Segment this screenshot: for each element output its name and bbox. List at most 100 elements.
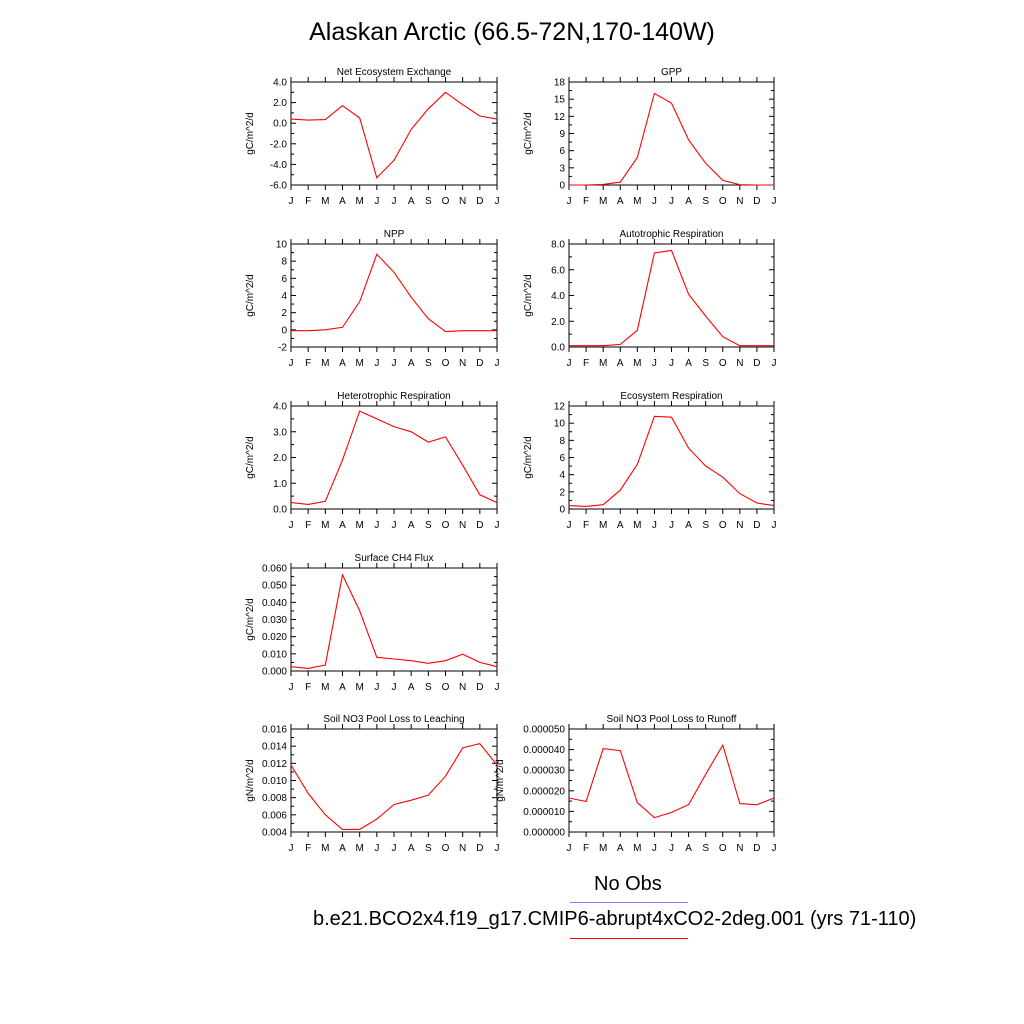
x-tick-label: A bbox=[339, 520, 346, 531]
x-tick-label: M bbox=[355, 358, 363, 369]
chart-panel: Soil NO3 Pool Loss to Leaching gN/m^2/d 0.… bbox=[245, 714, 500, 854]
y-tick-label: 4.0 bbox=[273, 402, 287, 413]
chart-panel: Heterotrophic Respiration gC/m^2/d 4.0 3.0 2… bbox=[245, 391, 500, 531]
x-tick-label: M bbox=[633, 843, 641, 854]
x-tick-label: J bbox=[652, 358, 657, 369]
chart-panel: Surface CH4 Flux gC/m^2/d 0.060 0.050 0.040 0… bbox=[245, 553, 500, 693]
y-tick-label: 2.0 bbox=[551, 317, 565, 328]
y-axis-label: gC/m^2/d bbox=[523, 274, 534, 317]
x-tick-label: A bbox=[339, 196, 346, 207]
x-tick-label: D bbox=[753, 358, 760, 369]
x-tick-label: J bbox=[772, 358, 777, 369]
panel-title: NPP bbox=[384, 229, 405, 240]
x-tick-label: J bbox=[495, 843, 500, 854]
x-tick-label: A bbox=[408, 520, 415, 531]
y-tick-label: 0.004 bbox=[262, 828, 287, 839]
panel-title: GPP bbox=[661, 67, 682, 78]
x-tick-label: S bbox=[425, 843, 432, 854]
x-tick-label: J bbox=[669, 520, 674, 531]
y-tick-label: 9 bbox=[559, 129, 565, 140]
x-tick-label: J bbox=[392, 843, 397, 854]
x-tick-label: N bbox=[736, 358, 743, 369]
x-tick-label: S bbox=[425, 682, 432, 693]
y-tick-label: 0.0 bbox=[273, 119, 287, 130]
y-tick-label: -4.0 bbox=[270, 160, 288, 171]
x-tick-label: J bbox=[772, 843, 777, 854]
x-tick-label: M bbox=[321, 358, 329, 369]
panel-title: Ecosystem Respiration bbox=[620, 391, 722, 402]
x-tick-label: M bbox=[599, 843, 607, 854]
y-tick-label: 1.0 bbox=[273, 479, 287, 490]
x-tick-label: A bbox=[685, 843, 692, 854]
y-tick-label: 0.050 bbox=[262, 581, 287, 592]
y-tick-label: 0.010 bbox=[262, 776, 287, 787]
x-tick-label: J bbox=[495, 520, 500, 531]
x-tick-label: A bbox=[685, 520, 692, 531]
x-tick-label: J bbox=[374, 358, 379, 369]
y-tick-label: 0.000020 bbox=[523, 786, 565, 797]
x-tick-label: A bbox=[408, 682, 415, 693]
data-line bbox=[290, 573, 498, 669]
x-tick-label: A bbox=[617, 843, 624, 854]
x-tick-label: A bbox=[617, 520, 624, 531]
y-tick-label: 2.0 bbox=[273, 453, 287, 464]
data-line bbox=[290, 742, 498, 830]
y-tick-label: 3 bbox=[559, 163, 565, 174]
legend-obs-label: No Obs bbox=[594, 873, 662, 895]
x-tick-label: S bbox=[702, 520, 709, 531]
plot-frame bbox=[568, 243, 775, 348]
y-tick-label: 10 bbox=[554, 419, 566, 430]
y-tick-label: 15 bbox=[554, 95, 566, 106]
y-axis-label: gC/m^2/d bbox=[245, 274, 256, 317]
data-line bbox=[291, 253, 497, 333]
x-tick-label: N bbox=[459, 358, 466, 369]
x-tick-label: J bbox=[392, 196, 397, 207]
data-line bbox=[568, 415, 775, 507]
plot-frame bbox=[290, 81, 498, 186]
x-tick-label: F bbox=[583, 843, 589, 854]
x-tick-label: O bbox=[442, 520, 450, 531]
x-tick-label: M bbox=[355, 520, 363, 531]
x-tick-label: J bbox=[652, 843, 657, 854]
x-tick-label: F bbox=[305, 843, 311, 854]
legend-obs-line bbox=[570, 902, 688, 903]
x-tick-label: S bbox=[425, 520, 432, 531]
plot-frame bbox=[290, 728, 498, 833]
x-tick-label: N bbox=[459, 843, 466, 854]
plot-frame bbox=[568, 405, 775, 510]
y-tick-label: 6 bbox=[559, 146, 565, 157]
panel-title: Soil NO3 Pool Loss to Leaching bbox=[323, 714, 464, 725]
panel-title: Soil NO3 Pool Loss to Runoff bbox=[607, 714, 737, 725]
panel-title: Surface CH4 Flux bbox=[355, 553, 434, 564]
x-tick-label: M bbox=[633, 358, 641, 369]
chart-panel: Autotrophic Respiration gC/m^2/d 8.0 6.0 4.0… bbox=[523, 229, 777, 369]
y-tick-label: 0 bbox=[281, 325, 287, 336]
x-tick-label: M bbox=[633, 520, 641, 531]
x-tick-label: J bbox=[374, 196, 379, 207]
y-tick-label: 2 bbox=[281, 308, 287, 319]
x-tick-label: N bbox=[736, 520, 743, 531]
x-tick-label: A bbox=[685, 358, 692, 369]
x-tick-label: J bbox=[669, 358, 674, 369]
x-tick-label: D bbox=[753, 520, 760, 531]
x-tick-label: F bbox=[305, 196, 311, 207]
x-tick-label: A bbox=[617, 196, 624, 207]
x-tick-label: S bbox=[702, 843, 709, 854]
legend-model-line bbox=[570, 938, 688, 939]
x-tick-label: S bbox=[702, 196, 709, 207]
y-tick-label: 4.0 bbox=[551, 291, 565, 302]
x-tick-label: D bbox=[476, 843, 483, 854]
x-tick-label: J bbox=[374, 682, 379, 693]
plot-frame bbox=[290, 405, 498, 510]
x-tick-label: S bbox=[425, 358, 432, 369]
x-tick-label: D bbox=[476, 196, 483, 207]
x-tick-label: M bbox=[599, 358, 607, 369]
x-tick-label: D bbox=[476, 682, 483, 693]
y-tick-label: 0.0 bbox=[551, 343, 565, 354]
x-tick-label: N bbox=[736, 843, 743, 854]
panel-title: Net Ecosystem Exchange bbox=[337, 67, 452, 78]
y-tick-label: 0.016 bbox=[262, 725, 287, 736]
y-tick-label: 0.014 bbox=[262, 742, 287, 753]
x-tick-label: F bbox=[583, 196, 589, 207]
